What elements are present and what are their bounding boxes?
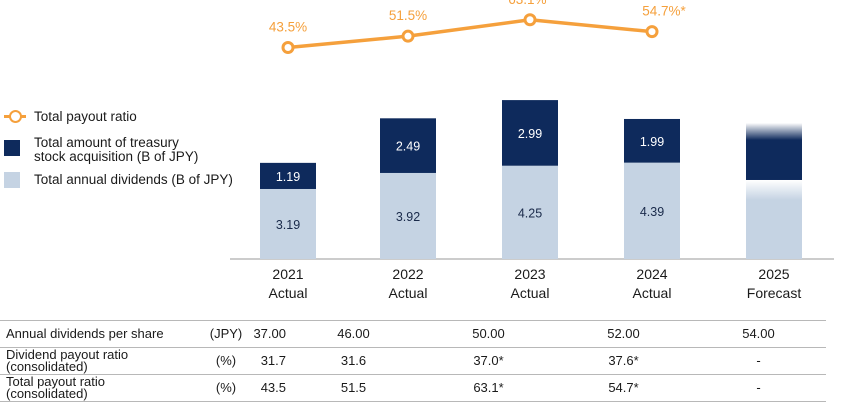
bar-dividends [746,179,802,259]
x-tick-label: Actual [269,285,308,301]
bar-dividends [624,162,680,259]
table-cell: 43.5 [260,380,286,395]
row-label: Dividend payout ratio (consolidated) [6,347,129,374]
payout-chart: 3.19 1.19 3.92 2.49 4.25 2.99 4.39 1.99 43.5% 51… [230,0,834,301]
legend-dividends-label: Total annual dividends (B of JPY) [34,172,233,187]
table-cell: 51.5 [340,380,367,395]
table-cell: 50.00 [472,326,505,341]
table-cell: 37.00 [253,326,286,341]
x-tick-year: 2025 [758,266,789,282]
payout-ratio-line [287,18,653,50]
table-row: Total payout ratio (consolidated) (%) 43.… [0,375,826,402]
x-tick-year: 2024 [636,266,667,282]
table-cell: 46.00 [337,326,370,341]
row-label: Total payout ratio (consolidated) [6,374,106,401]
row-unit: (%) [215,353,237,368]
x-tick-year: 2023 [514,266,545,282]
x-tick-label: Actual [389,285,428,301]
x-tick-year: 2021 [272,266,303,282]
payout-ratio-point [645,25,659,39]
row-label: Annual dividends per share [6,326,164,341]
legend-treasury-swatch [4,140,20,156]
bar-treasury [624,118,680,163]
dividend-value-label: 4.25 [518,206,542,220]
legend-payout-label: Total payout ratio [34,109,137,124]
legend-treasury-label-2: stock acquisition (B of JPY) [34,149,199,164]
table-cell: 54.00 [742,326,775,341]
table-row: Annual dividends per share (JPY) 37.00 4… [0,320,826,348]
table-cell: 63.1* [473,380,504,395]
table-cell: 54.7* [608,380,639,395]
payout-ratio-point [401,29,415,43]
table-cell: 31.6 [340,353,367,368]
table-cell: - [756,380,761,395]
table-cell: 37.6* [608,353,639,368]
x-tick-label: Actual [511,285,550,301]
x-tick-year: 2022 [392,266,423,282]
bar-treasury [380,118,436,173]
treasury-value-label: 2.99 [518,127,542,141]
table-cell: 52.00 [607,326,640,341]
dividend-value-label: 3.19 [276,218,300,232]
dividend-value-label: 4.39 [640,205,664,219]
payout-ratio-label: 43.5% [269,19,307,34]
bar-dividends [380,172,436,259]
row-unit: (%) [215,380,237,395]
x-tick-label: Forecast [747,285,802,301]
table-row: Dividend payout ratio (consolidated) (%) … [0,348,826,375]
payout-ratio-label: 63.1%* [508,0,552,7]
payout-ratio-label: 54.7%* [642,4,686,19]
bar-treasury [746,122,802,180]
treasury-value-label: 2.49 [396,140,420,154]
legend-dividends-swatch [4,172,20,188]
payout-ratio-label: 51.5% [389,8,427,23]
bar-dividends [260,188,316,259]
payout-ratio-point [281,40,295,54]
legend-treasury-label-1: Total amount of treasury [34,135,179,150]
bar-treasury [502,100,558,166]
treasury-value-label: 1.99 [640,135,664,149]
table-cell: 37.0* [473,353,504,368]
table-cell: - [756,353,761,368]
treasury-value-label: 1.19 [276,170,300,184]
dividend-data-table: Annual dividends per share (JPY) 37.00 4… [0,320,826,402]
table-cell: 31.7 [260,353,286,368]
x-tick-label: Actual [633,285,672,301]
payout-ratio-point [523,13,537,27]
bar-treasury [260,162,316,189]
legend-circle-marker [9,110,22,123]
dividend-value-label: 3.92 [396,210,420,224]
row-unit: (JPY) [209,326,243,341]
bar-dividends [502,165,558,259]
